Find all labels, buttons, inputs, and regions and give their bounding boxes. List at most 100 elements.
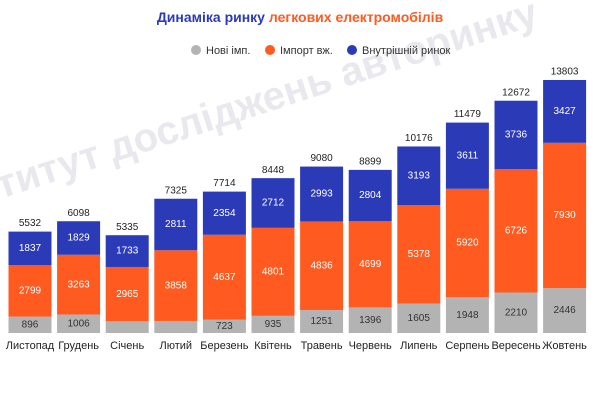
total-label: 13803: [551, 67, 579, 78]
value-label: 3427: [553, 106, 576, 117]
bar-segment: [154, 250, 198, 321]
value-label: 6726: [505, 225, 528, 236]
x-tick-label: Січень: [110, 340, 144, 352]
value-label: 1251: [310, 316, 333, 327]
total-label: 10176: [405, 133, 433, 144]
value-label: 4637: [213, 272, 236, 283]
value-label: 2993: [310, 189, 333, 200]
bar-segment: [8, 316, 52, 333]
bar-segment: [154, 320, 198, 333]
total-label: 7325: [165, 185, 188, 196]
value-label: 2712: [262, 198, 285, 209]
x-tick-label: Грудень: [58, 340, 99, 352]
value-label: 2799: [19, 286, 42, 297]
bar-segment: [397, 205, 441, 304]
value-label: 4699: [359, 259, 382, 270]
x-tick-label: Березень: [200, 340, 248, 352]
value-label: 1396: [359, 315, 382, 326]
legend-label: Нові імп.: [206, 45, 250, 57]
value-label: 7930: [553, 210, 576, 221]
legend-label: Внутрішній ринок: [362, 45, 451, 57]
total-label: 11479: [454, 109, 482, 120]
x-tick-label: Жовтень: [542, 340, 587, 352]
total-label: 8899: [359, 157, 382, 168]
bar-segment: [445, 297, 489, 333]
total-label: 8448: [262, 165, 285, 176]
bar-segment: [300, 221, 344, 311]
bar-segment: [202, 234, 246, 320]
value-label: 3263: [67, 279, 90, 290]
bar-segment: [300, 166, 344, 222]
bar-segment: [494, 292, 538, 333]
total-label: 12672: [502, 87, 530, 98]
x-tick-label: Вересень: [491, 340, 540, 352]
bar-segment: [543, 142, 587, 289]
bar-segment: [202, 191, 246, 235]
value-label: 2811: [165, 219, 187, 230]
value-label: 3736: [505, 130, 528, 141]
value-label: 896: [22, 319, 39, 330]
bar-segment: [348, 169, 392, 222]
x-tick-label: Листопад: [6, 340, 55, 352]
bar-segment: [300, 310, 344, 333]
bar-segment: [57, 254, 101, 315]
value-label: 5920: [456, 238, 479, 249]
value-label: 2354: [213, 208, 236, 219]
bar-segment: [57, 221, 101, 255]
x-tick-label: Лютий: [160, 340, 193, 352]
total-label: 6098: [67, 208, 90, 219]
legend-swatch: [191, 45, 201, 55]
value-label: 723: [216, 321, 233, 332]
bar-segment: [348, 307, 392, 333]
value-label: 2446: [553, 305, 576, 316]
value-label: 2804: [359, 190, 382, 201]
bar-segment: [105, 321, 149, 333]
value-label: 3611: [457, 150, 479, 161]
x-tick-label: Квітень: [254, 340, 292, 352]
value-label: 3858: [165, 280, 188, 291]
bar-segment: [348, 221, 392, 308]
value-label: 935: [265, 319, 282, 330]
value-label: 1006: [67, 318, 90, 329]
legend-label: Імпорт вж.: [280, 45, 333, 57]
bar-segment: [397, 146, 441, 206]
bar-segment: [8, 231, 52, 266]
title-main: Динаміка ринку: [157, 9, 265, 25]
bar-segment: [105, 266, 149, 322]
bar-segment: [543, 288, 587, 333]
bar-segment: [251, 227, 295, 316]
bar-segment: [105, 235, 149, 267]
value-label: 1605: [408, 313, 431, 324]
x-tick-label: Серпень: [445, 340, 489, 352]
value-label: 5378: [408, 249, 431, 260]
bar-segment: [251, 315, 295, 333]
total-label: 7714: [213, 178, 236, 189]
value-label: 3193: [408, 170, 431, 181]
bar-segment: [445, 188, 489, 298]
value-label: 2965: [116, 289, 139, 300]
x-tick-label: Червень: [349, 340, 392, 352]
bar-segment: [57, 314, 101, 333]
bar-segment: [154, 198, 198, 251]
value-label: 1733: [116, 246, 139, 257]
legend-swatch: [265, 45, 275, 55]
value-label: 4801: [262, 267, 285, 278]
title-highlight: легкових електромобілів: [269, 9, 444, 25]
bar-segment: [251, 178, 295, 228]
bar-segment: [543, 80, 587, 143]
value-label: 1837: [19, 243, 42, 254]
x-tick-label: Липень: [400, 340, 438, 352]
value-label: 1948: [456, 310, 479, 321]
bar-segment: [8, 265, 52, 317]
bar-segment: [494, 169, 538, 293]
x-tick-label: Травень: [301, 340, 343, 352]
bar-segment: [445, 122, 489, 189]
bar-segment: [202, 319, 246, 333]
value-label: 1829: [67, 233, 90, 244]
total-label: 5335: [116, 222, 139, 233]
bar-segment: [397, 303, 441, 333]
bar-segment: [494, 100, 538, 170]
value-label: 2210: [505, 307, 528, 318]
